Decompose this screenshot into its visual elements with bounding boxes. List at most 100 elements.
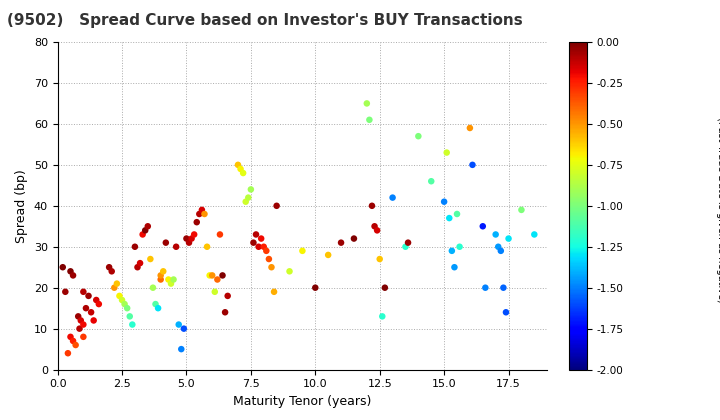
Point — [124, 313, 135, 320]
Point — [140, 227, 151, 234]
Point — [165, 280, 176, 287]
Point — [57, 264, 68, 270]
Point — [122, 305, 133, 312]
Point — [73, 325, 85, 332]
Point — [379, 284, 391, 291]
Point — [67, 272, 78, 279]
Point — [467, 161, 478, 168]
Point — [245, 186, 256, 193]
Point — [145, 256, 156, 262]
Point — [129, 243, 140, 250]
Point — [372, 227, 383, 234]
Point — [336, 239, 347, 246]
Point — [444, 215, 455, 221]
Point — [199, 210, 210, 217]
Point — [220, 309, 231, 316]
Point — [235, 165, 246, 172]
Point — [366, 202, 378, 209]
Point — [263, 256, 274, 262]
Point — [451, 210, 463, 217]
Point — [194, 210, 205, 217]
Point — [70, 342, 81, 349]
Point — [135, 260, 146, 266]
Point — [284, 268, 295, 275]
Point — [438, 198, 450, 205]
Point — [186, 235, 197, 242]
Point — [168, 276, 179, 283]
Point — [251, 231, 262, 238]
Point — [441, 149, 452, 156]
Point — [258, 243, 269, 250]
Point — [62, 350, 73, 357]
Point — [480, 284, 491, 291]
Point — [119, 301, 130, 307]
Point — [191, 219, 202, 226]
Point — [498, 284, 509, 291]
Point — [127, 321, 138, 328]
Point — [400, 243, 411, 250]
Point — [503, 235, 514, 242]
Point — [310, 284, 321, 291]
Point — [184, 239, 195, 246]
Point — [243, 194, 254, 201]
Point — [202, 243, 213, 250]
Point — [222, 292, 233, 299]
Point — [271, 202, 282, 209]
Point — [377, 313, 388, 320]
Y-axis label: Spread (bp): Spread (bp) — [15, 169, 28, 243]
Point — [160, 239, 171, 246]
Point — [492, 243, 504, 250]
Point — [111, 280, 122, 287]
Point — [477, 223, 489, 230]
Point — [196, 207, 207, 213]
Text: Time in years between 5/2/2025 and Trade Date
(Past Trade Date is given as negat: Time in years between 5/2/2025 and Trade… — [716, 92, 720, 328]
Point — [233, 161, 244, 168]
Point — [181, 235, 192, 242]
X-axis label: Maturity Tenor (years): Maturity Tenor (years) — [233, 395, 372, 408]
Point — [78, 321, 89, 328]
Point — [147, 284, 158, 291]
Point — [387, 194, 398, 201]
Point — [132, 264, 143, 270]
Point — [516, 207, 527, 213]
Point — [256, 235, 267, 242]
Point — [238, 170, 249, 176]
Point — [106, 268, 117, 275]
Point — [323, 252, 334, 258]
Point — [449, 264, 460, 270]
Point — [67, 338, 78, 344]
Point — [253, 243, 264, 250]
Point — [178, 325, 189, 332]
Point — [374, 256, 385, 262]
Point — [426, 178, 437, 184]
Point — [114, 292, 125, 299]
Point — [348, 235, 360, 242]
Point — [153, 305, 164, 312]
Point — [248, 239, 259, 246]
Point — [155, 272, 166, 279]
Point — [369, 223, 380, 230]
Point — [500, 309, 512, 316]
Point — [78, 289, 89, 295]
Point — [269, 289, 280, 295]
Point — [212, 276, 223, 283]
Point — [171, 243, 182, 250]
Point — [361, 100, 372, 107]
Point — [297, 247, 308, 254]
Point — [204, 272, 215, 279]
Point — [454, 243, 465, 250]
Point — [266, 264, 277, 270]
Point — [109, 284, 120, 291]
Point — [163, 276, 174, 283]
Point — [65, 333, 76, 340]
Point — [104, 264, 115, 270]
Point — [207, 272, 218, 279]
Point — [83, 292, 94, 299]
Point — [189, 231, 200, 238]
Point — [150, 301, 161, 307]
Point — [137, 231, 148, 238]
Point — [91, 297, 102, 303]
Point — [75, 317, 86, 324]
Point — [413, 133, 424, 139]
Point — [214, 231, 225, 238]
